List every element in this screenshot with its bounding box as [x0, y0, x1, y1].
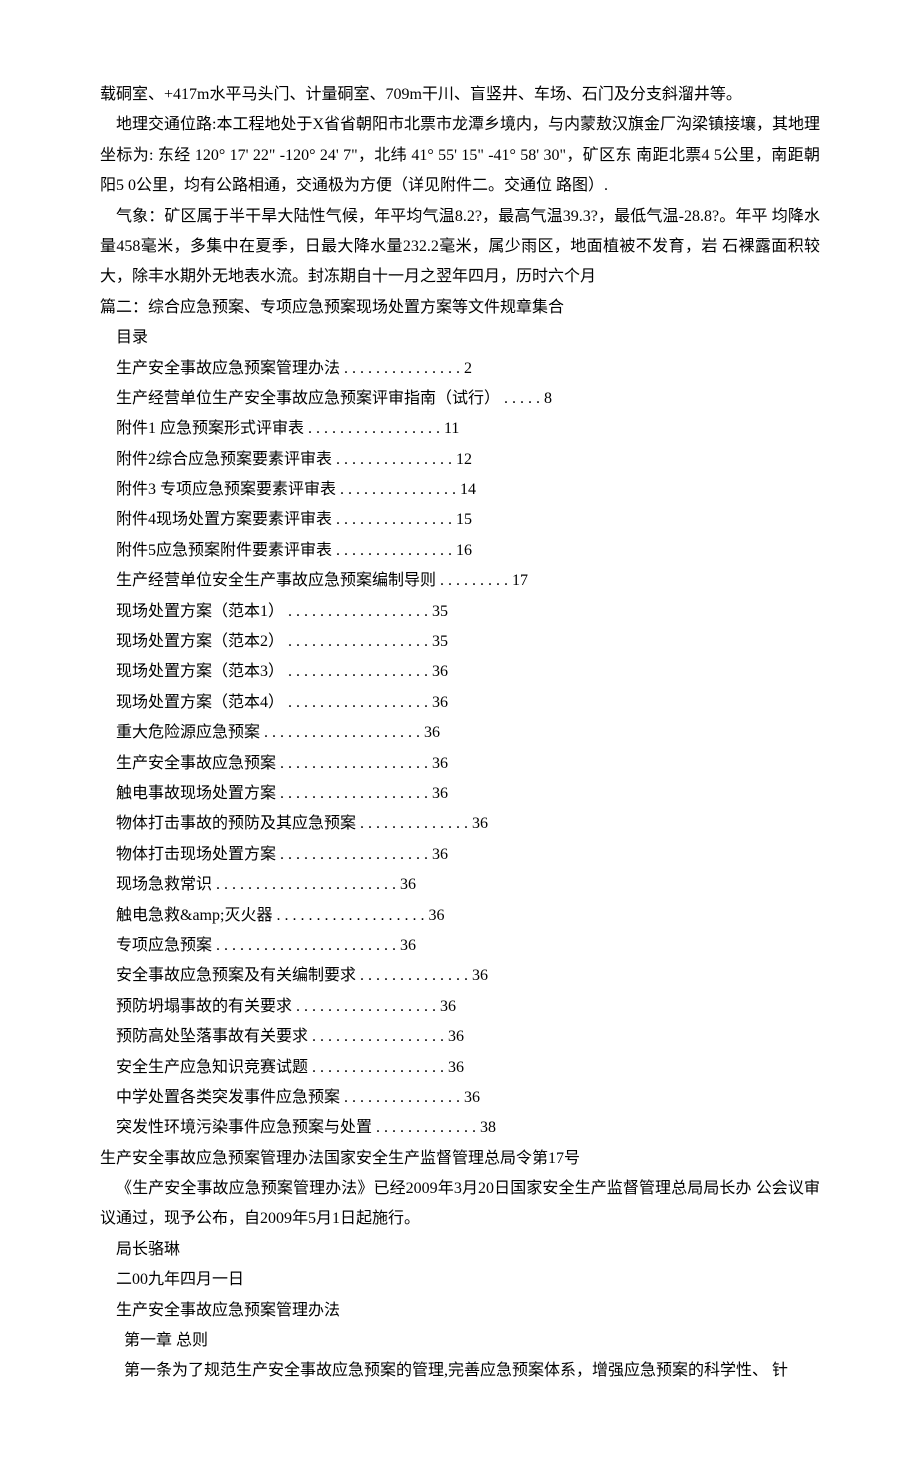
- toc-entry: 现场急救常识 . . . . . . . . . . . . . . . . .…: [100, 870, 820, 900]
- toc-entry: 预防坍塌事故的有关要求 . . . . . . . . . . . . . . …: [100, 992, 820, 1022]
- toc-label: 物体打击现场处置方案: [116, 846, 276, 863]
- toc-entry: 物体打击现场处置方案 . . . . . . . . . . . . . . .…: [100, 840, 820, 870]
- toc-entry: 附件1 应急预案形式评审表 . . . . . . . . . . . . . …: [100, 414, 820, 444]
- toc-label: 触电事故现场处置方案: [116, 785, 276, 802]
- toc-label: 附件1 应急预案形式评审表: [116, 420, 304, 437]
- toc-entry: 附件4现场处置方案要素评审表 . . . . . . . . . . . . .…: [100, 505, 820, 535]
- footer-line: 《生产安全事故应急预案管理办法》已经2009年3月20日国家安全生产监督管理总局…: [100, 1174, 820, 1235]
- toc-label: 生产安全事故应急预案: [116, 755, 276, 772]
- toc-label: 附件4现场处置方案要素评审表: [116, 511, 332, 528]
- footer-line: 第一条为了规范生产安全事故应急预案的管理,完善应急预案体系，增强应急预案的科学性…: [100, 1356, 820, 1386]
- toc-page: 36: [424, 724, 440, 741]
- toc-entry: 中学处置各类突发事件应急预案 . . . . . . . . . . . . .…: [100, 1083, 820, 1113]
- toc-page: 16: [456, 542, 472, 559]
- toc-page: 36: [440, 998, 456, 1015]
- toc-label: 安全事故应急预案及有关编制要求: [116, 967, 356, 984]
- toc-label: 生产安全事故应急预案管理办法: [116, 360, 340, 377]
- toc-entry: 突发性环境污染事件应急预案与处置 . . . . . . . . . . . .…: [100, 1113, 820, 1143]
- toc-page: 36: [400, 937, 416, 954]
- toc-page: 36: [472, 967, 488, 984]
- toc-label: 现场处置方案（范本1）: [116, 603, 284, 620]
- footer-line: 生产安全事故应急预案管理办法: [100, 1296, 820, 1326]
- toc-label: 物体打击事故的预防及其应急预案: [116, 815, 356, 832]
- toc-page: 12: [456, 451, 472, 468]
- toc-page: 36: [432, 785, 448, 802]
- toc-page: 36: [448, 1028, 464, 1045]
- toc-entry: 触电事故现场处置方案 . . . . . . . . . . . . . . .…: [100, 779, 820, 809]
- toc-label: 重大危险源应急预案: [116, 724, 260, 741]
- toc-page: 36: [432, 663, 448, 680]
- toc-page: 35: [432, 633, 448, 650]
- toc-page: 36: [428, 907, 444, 924]
- toc-label: 预防坍塌事故的有关要求: [116, 998, 292, 1015]
- toc-entry: 生产安全事故应急预案管理办法 . . . . . . . . . . . . .…: [100, 354, 820, 384]
- toc-page: 36: [432, 846, 448, 863]
- footer-line: 第一章 总则: [100, 1326, 820, 1356]
- footer-line: 二00九年四月一日: [100, 1265, 820, 1295]
- toc-entry: 生产安全事故应急预案 . . . . . . . . . . . . . . .…: [100, 749, 820, 779]
- toc-page: 35: [432, 603, 448, 620]
- toc-label: 现场处置方案（范本3）: [116, 663, 284, 680]
- toc-entry: 专项应急预案 . . . . . . . . . . . . . . . . .…: [100, 931, 820, 961]
- toc-entry: 预防高处坠落事故有关要求 . . . . . . . . . . . . . .…: [100, 1022, 820, 1052]
- footer-line: 局长骆琳: [100, 1235, 820, 1265]
- toc-label: 突发性环境污染事件应急预案与处置: [116, 1119, 372, 1136]
- toc-label: 生产经营单位安全生产事故应急预案编制导则: [116, 572, 436, 589]
- toc-label: 中学处置各类突发事件应急预案: [116, 1089, 340, 1106]
- toc-page: 36: [464, 1089, 480, 1106]
- toc-page: 38: [480, 1119, 496, 1136]
- footer-line: 生产安全事故应急预案管理办法国家安全生产监督管理总局令第17号: [100, 1144, 820, 1174]
- toc-page: 36: [432, 755, 448, 772]
- toc-page: 15: [456, 511, 472, 528]
- toc-label: 现场处置方案（范本2）: [116, 633, 284, 650]
- body-paragraph: 地理交通位路:本工程地处于X省省朝阳市北票市龙潭乡境内，与内蒙敖汉旗金厂沟梁镇接…: [100, 110, 820, 201]
- toc-entry: 触电急救&amp;灭火器 . . . . . . . . . . . . . .…: [100, 901, 820, 931]
- toc-entry: 重大危险源应急预案 . . . . . . . . . . . . . . . …: [100, 718, 820, 748]
- toc-page: 11: [444, 420, 459, 437]
- toc-label: 专项应急预案: [116, 937, 212, 954]
- toc-label: 附件5应急预案附件要素评审表: [116, 542, 336, 559]
- toc-entry: 安全事故应急预案及有关编制要求 . . . . . . . . . . . . …: [100, 961, 820, 991]
- toc-page: 2: [464, 360, 472, 377]
- toc-label: 预防高处坠落事故有关要求: [116, 1028, 308, 1045]
- toc-entry: 附件3 专项应急预案要素评审表 . . . . . . . . . . . . …: [100, 475, 820, 505]
- toc-heading: 目录: [100, 323, 820, 353]
- toc-page: 36: [472, 815, 488, 832]
- body-paragraph: 气象：矿区属于半干旱大陆性气候，年平均气温8.2?，最高气温39.3?，最低气温…: [100, 202, 820, 293]
- toc-label: 附件2综合应急预案要素评审表: [116, 451, 332, 468]
- toc-entry: 现场处置方案（范本3） . . . . . . . . . . . . . . …: [100, 657, 820, 687]
- section-title: 篇二：综合应急预案、专项应急预案现场处置方案等文件规章集合: [100, 293, 820, 323]
- toc-page: 36: [400, 876, 416, 893]
- toc-page: 8: [544, 390, 552, 407]
- toc-page: 36: [448, 1059, 464, 1076]
- toc-label: 安全生产应急知识竞赛试题: [116, 1059, 308, 1076]
- toc-label: 现场急救常识: [116, 876, 212, 893]
- body-paragraph: 载硐室、+417m水平马头门、计量硐室、709m干川、盲竖井、车场、石门及分支斜…: [100, 80, 820, 110]
- toc-entry: 现场处置方案（范本4） . . . . . . . . . . . . . . …: [100, 688, 820, 718]
- toc-entry: 附件2综合应急预案要素评审表 . . . . . . . . . . . . .…: [100, 445, 820, 475]
- toc-entry: 安全生产应急知识竞赛试题 . . . . . . . . . . . . . .…: [100, 1053, 820, 1083]
- toc-entry: 生产经营单位生产安全事故应急预案评审指南（试行） . . . . . 8: [100, 384, 820, 414]
- toc-label: 现场处置方案（范本4）: [116, 694, 284, 711]
- toc-entry: 附件5应急预案附件要素评审表 . . . . . . . . . . . . .…: [100, 536, 820, 566]
- toc-page: 17: [512, 572, 528, 589]
- toc-entry: 现场处置方案（范本2） . . . . . . . . . . . . . . …: [100, 627, 820, 657]
- toc-label: 触电急救&amp;灭火器: [116, 907, 272, 924]
- toc-container: 生产安全事故应急预案管理办法 . . . . . . . . . . . . .…: [100, 354, 820, 1144]
- toc-entry: 物体打击事故的预防及其应急预案 . . . . . . . . . . . . …: [100, 809, 820, 839]
- toc-page: 14: [460, 481, 476, 498]
- toc-label: 附件3 专项应急预案要素评审表: [116, 481, 336, 498]
- toc-entry: 现场处置方案（范本1） . . . . . . . . . . . . . . …: [100, 597, 820, 627]
- toc-label: 生产经营单位生产安全事故应急预案评审指南（试行）: [116, 390, 500, 407]
- toc-entry: 生产经营单位安全生产事故应急预案编制导则 . . . . . . . . . 1…: [100, 566, 820, 596]
- toc-page: 36: [432, 694, 448, 711]
